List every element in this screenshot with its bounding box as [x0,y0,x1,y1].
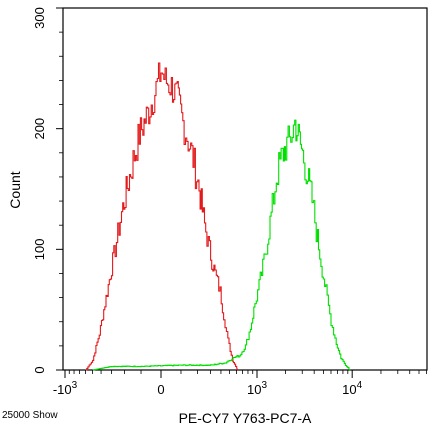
y-tick-label: 100 [32,238,47,260]
x-tick-label: -103 [53,380,78,397]
y-tick-label: 300 [32,7,47,29]
y-ticks: 0 100 200 300 [32,7,63,374]
histogram-series-2 [92,119,351,371]
y-tick-label: 0 [32,366,47,373]
x-tick-label: 103 [247,380,267,397]
x-tick-label: 104 [342,380,362,397]
y-axis-title: Count [7,171,23,208]
plot-area [62,7,428,371]
histogram-series-1 [85,62,239,371]
y-tick-label: 200 [32,118,47,140]
series-layer [85,62,351,371]
x-tick-label: 0 [157,382,164,397]
x-axis-title: PE-CY7 Y763-PC7-A [179,410,312,426]
x-ticks: -103 0 103 104 [53,370,427,397]
footer-note: 25000 Show [2,410,58,421]
